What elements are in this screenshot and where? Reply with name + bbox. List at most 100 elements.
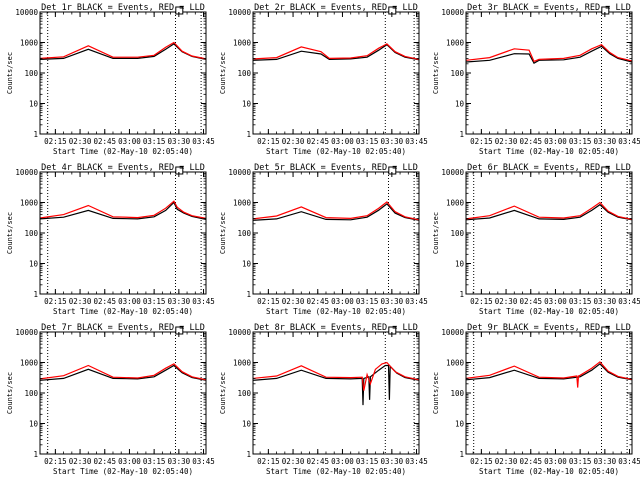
x-tick-label: 03:30 (168, 297, 191, 306)
y-tick-label: 10 (455, 260, 465, 269)
panel-title: Det 9r BLACK = Events, RED = LLD (467, 323, 631, 333)
x-tick-label: 03:15 (143, 137, 166, 146)
y-tick-label: 1 (33, 130, 38, 139)
x-tick-label: 02:15 (44, 137, 67, 146)
x-tick-label: 03:45 (192, 297, 215, 306)
x-tick-label: 03:30 (594, 457, 617, 466)
x-tick-label: 03:45 (192, 137, 215, 146)
y-tick-label: 1000 (20, 39, 39, 48)
detector-panel: 1 10 100 1000 10000 02:15 02:30 02:45 03:00 03:15… (432, 163, 640, 316)
y-axis-label: Counts/sec (6, 372, 14, 414)
x-tick-label: 02:45 (93, 457, 116, 466)
x-tick-label: 02:45 (519, 297, 542, 306)
panel-title: Det 6r BLACK = Events, RED = LLD (467, 163, 631, 173)
x-tick-label: 02:30 (282, 297, 305, 306)
x-tick-label: 03:45 (405, 457, 428, 466)
y-tick-label: 10 (242, 420, 252, 429)
x-tick-label: 02:45 (519, 457, 542, 466)
x-tick-label: 03:30 (594, 137, 617, 146)
detector-panel: 1 10 100 1000 10000 02:15 02:30 02:45 03:00 03:15… (432, 3, 640, 156)
y-tick-label: 10000 (15, 168, 38, 177)
y-axis-label: Counts/sec (432, 212, 440, 254)
y-tick-label: 100 (450, 229, 464, 238)
events-series-line (252, 43, 420, 61)
plot-frame (465, 11, 633, 135)
x-tick-label: 03:00 (331, 457, 354, 466)
y-tick-label: 1000 (233, 359, 252, 368)
y-axis-label: Counts/sec (432, 52, 440, 94)
x-tick-label: 03:30 (168, 457, 191, 466)
plot-frame (252, 11, 420, 135)
y-tick-label: 100 (450, 389, 464, 398)
y-tick-label: 10000 (441, 328, 464, 337)
x-tick-label: 03:45 (618, 457, 640, 466)
x-tick-label: 02:15 (257, 297, 280, 306)
y-tick-label: 1 (459, 130, 464, 139)
y-tick-label: 10000 (15, 328, 38, 337)
y-tick-label: 1 (33, 290, 38, 299)
x-tick-label: 03:15 (143, 457, 166, 466)
x-tick-label: 02:15 (257, 457, 280, 466)
y-axis-label: Counts/sec (6, 52, 14, 94)
y-tick-label: 10000 (228, 328, 251, 337)
panel-title: Det 7r BLACK = Events, RED = LLD (41, 323, 205, 333)
lld-series-line (39, 200, 207, 219)
x-tick-label: 03:00 (118, 297, 141, 306)
panel-title: Det 2r BLACK = Events, RED = LLD (254, 3, 418, 13)
y-tick-label: 10000 (441, 168, 464, 177)
x-axis-label: Start Time (02-May-10 02:05:40) (479, 147, 619, 156)
events-series-line (39, 364, 207, 381)
x-tick-label: 03:15 (356, 297, 379, 306)
y-axis-label: Counts/sec (6, 212, 14, 254)
events-series-line (465, 203, 633, 221)
plot-frame (39, 331, 207, 455)
y-tick-label: 10 (29, 260, 39, 269)
panel-title: Det 4r BLACK = Events, RED = LLD (41, 163, 205, 173)
x-tick-label: 02:30 (69, 137, 92, 146)
x-tick-label: 03:30 (168, 137, 191, 146)
y-tick-label: 1 (246, 290, 251, 299)
detector-panel: 1 10 100 1000 10000 02:15 02:30 02:45 03:00 03:15… (6, 163, 215, 316)
x-tick-label: 02:30 (495, 137, 518, 146)
y-tick-label: 10000 (228, 8, 251, 17)
x-tick-label: 02:15 (470, 297, 493, 306)
y-tick-label: 1000 (233, 39, 252, 48)
y-tick-label: 1 (459, 450, 464, 459)
x-tick-label: 02:15 (44, 297, 67, 306)
x-tick-label: 03:15 (356, 457, 379, 466)
y-tick-label: 100 (24, 389, 38, 398)
x-tick-label: 02:30 (495, 457, 518, 466)
x-tick-label: 02:45 (93, 137, 116, 146)
events-series-line (39, 201, 207, 220)
lld-series-line (465, 201, 633, 220)
x-tick-label: 03:30 (381, 137, 404, 146)
x-tick-label: 03:45 (618, 137, 640, 146)
plot-frame (465, 171, 633, 295)
lld-series-line (39, 41, 207, 60)
x-tick-label: 02:45 (306, 297, 329, 306)
detector-panel: 1 10 100 1000 10000 02:15 02:30 02:45 03:00 03:15… (6, 3, 215, 156)
plot-frame (39, 171, 207, 295)
lld-series-line (39, 363, 207, 381)
x-axis-label: Start Time (02-May-10 02:05:40) (266, 467, 406, 476)
lld-series-line (252, 43, 420, 60)
y-tick-label: 1000 (446, 359, 465, 368)
y-tick-label: 10 (455, 100, 465, 109)
y-tick-label: 1 (459, 290, 464, 299)
panel-title: Det 1r BLACK = Events, RED = LLD (41, 3, 205, 13)
events-series-line (465, 45, 633, 65)
x-axis-label: Start Time (02-May-10 02:05:40) (266, 307, 406, 316)
events-series-line (252, 203, 420, 221)
lld-series-line (252, 361, 420, 391)
y-tick-label: 10000 (441, 8, 464, 17)
x-tick-label: 02:45 (519, 137, 542, 146)
detector-panel: 1 10 100 1000 10000 02:15 02:30 02:45 03:00 03:15… (432, 323, 640, 476)
x-axis-label: Start Time (02-May-10 02:05:40) (479, 467, 619, 476)
x-tick-label: 02:45 (93, 297, 116, 306)
x-tick-label: 03:45 (618, 297, 640, 306)
y-tick-label: 10000 (15, 8, 38, 17)
x-tick-label: 02:15 (257, 137, 280, 146)
lld-series-line (465, 43, 633, 63)
x-tick-label: 02:30 (282, 457, 305, 466)
